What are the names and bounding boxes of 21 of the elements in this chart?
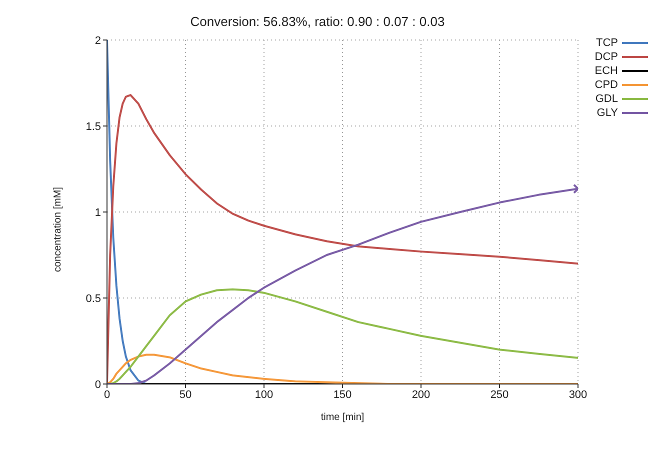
y-tick-label: 0 bbox=[94, 378, 101, 391]
x-tick-label: 200 bbox=[412, 388, 430, 401]
legend-label: CPD bbox=[594, 78, 618, 92]
y-tick-label: 2 bbox=[94, 34, 101, 47]
legend-label: DCP bbox=[594, 50, 618, 64]
x-tick-label: 100 bbox=[254, 388, 274, 401]
y-axis-title: concentration [mM] bbox=[52, 186, 64, 272]
x-tick-label: 50 bbox=[179, 388, 192, 401]
legend-label: TCP bbox=[596, 36, 618, 50]
x-tick-label: 0 bbox=[104, 388, 110, 401]
x-axis-title: time [min] bbox=[320, 412, 364, 423]
x-tick-label: 150 bbox=[333, 388, 352, 401]
legend-label: GLY bbox=[596, 106, 618, 120]
legend-label: GDL bbox=[595, 92, 618, 106]
x-tick-label: 250 bbox=[490, 388, 509, 401]
y-tick-label: 0.5 bbox=[86, 292, 101, 305]
chart-title: Conversion: 56.83%, ratio: 0.90 : 0.07 : 0.03 bbox=[189, 14, 446, 29]
legend-label: ECH bbox=[594, 64, 618, 78]
x-tick-label: 300 bbox=[568, 388, 588, 401]
y-tick-label: 1.5 bbox=[86, 120, 101, 133]
y-tick-label: 1 bbox=[94, 206, 101, 219]
